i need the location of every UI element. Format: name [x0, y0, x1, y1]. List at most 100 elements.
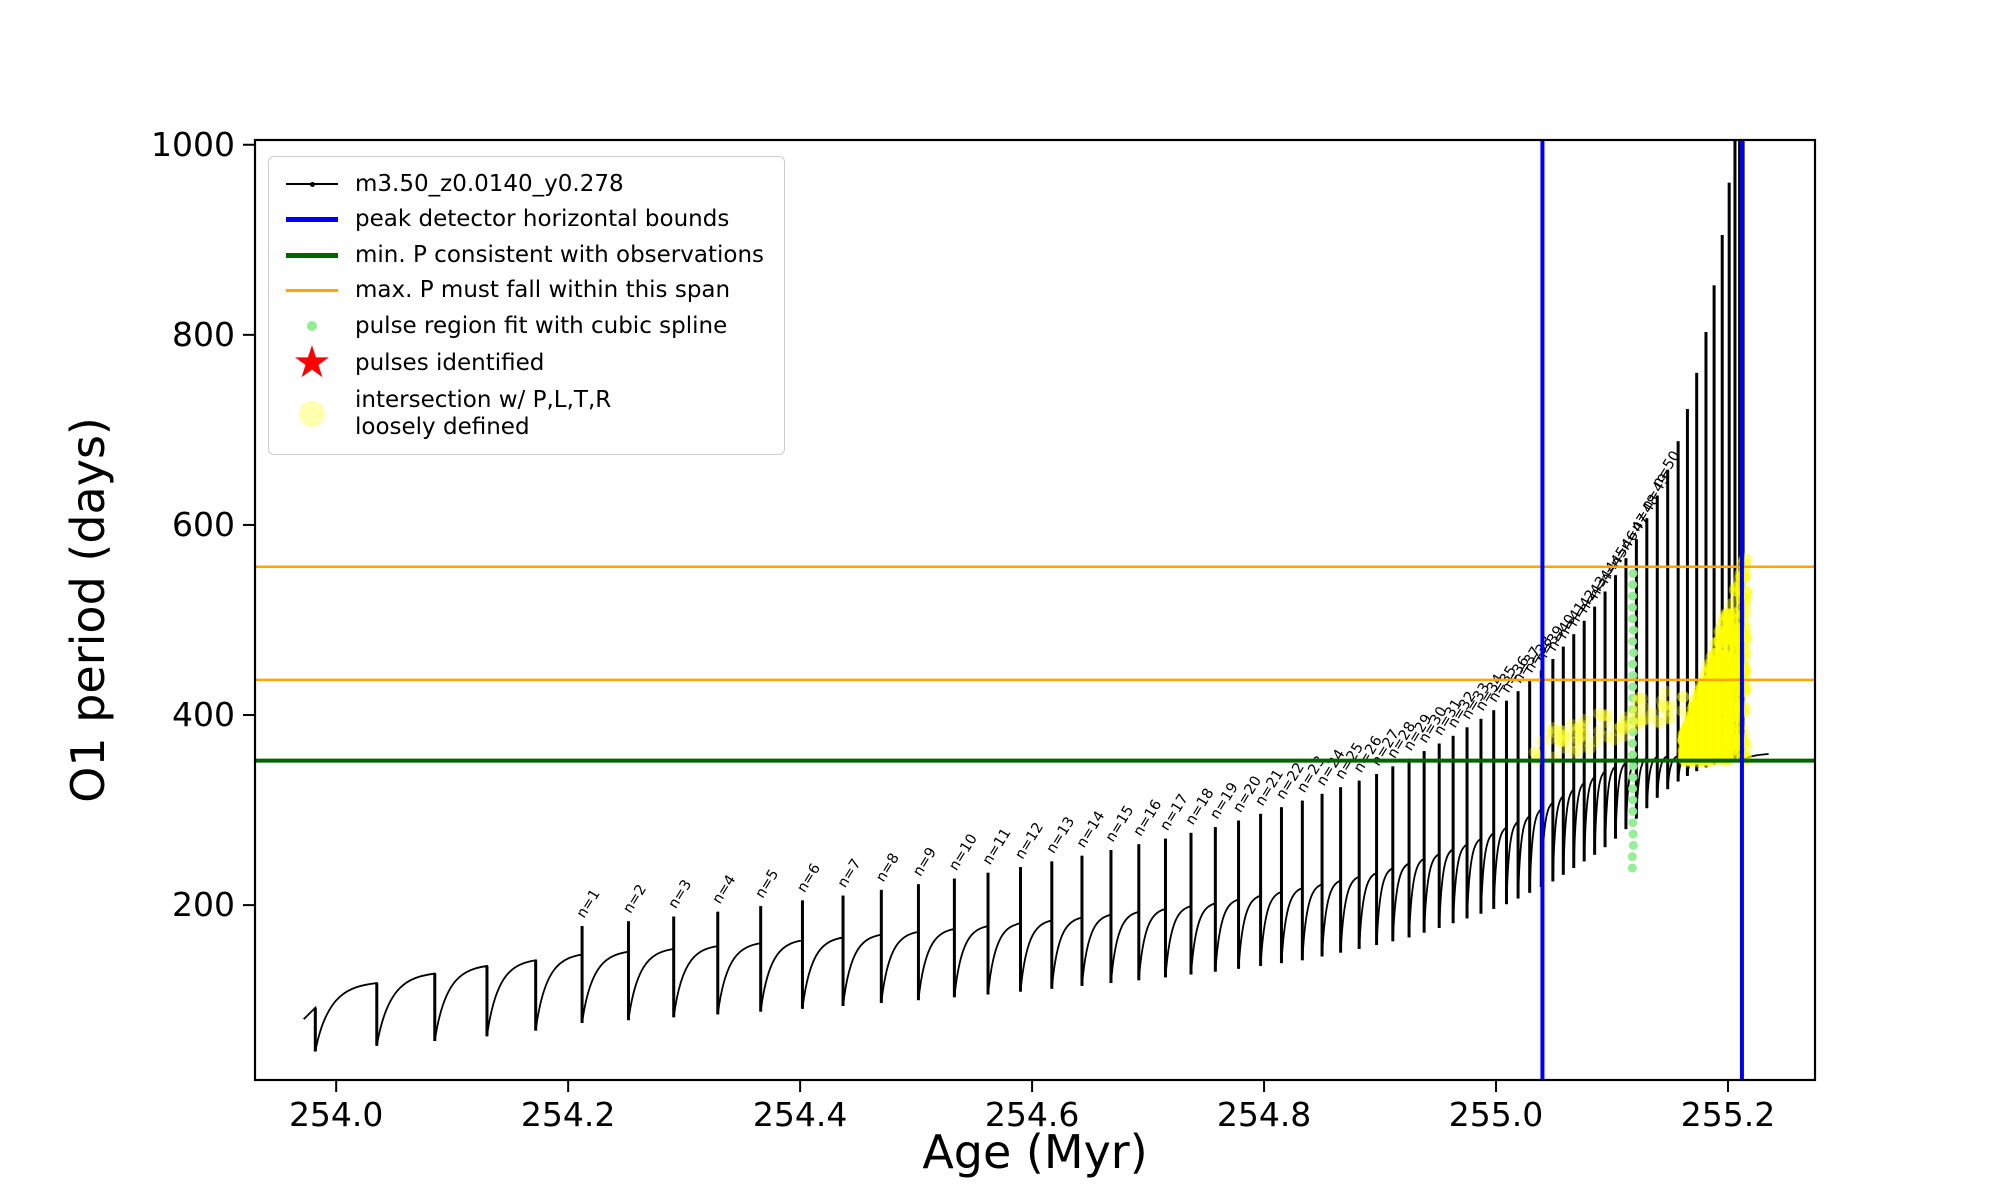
yellow-intersection-dot	[1691, 702, 1706, 717]
yellow-intersection-dot	[1708, 737, 1723, 752]
pulse-label: n=8	[873, 851, 903, 885]
yellow-intersection-dot	[1632, 694, 1645, 707]
yellow-intersection-dot	[1722, 740, 1737, 755]
yellow-intersection-dot	[1711, 634, 1726, 649]
green-spline-dot	[1628, 625, 1638, 635]
yellow-intersection-dot	[1708, 728, 1723, 743]
yellow-intersection-dot	[1689, 699, 1704, 714]
yellow-intersection-dot	[1719, 608, 1734, 623]
pulse-label: n=1	[574, 887, 604, 921]
yellow-intersection-dot	[1714, 745, 1729, 760]
yellow-intersection-dot	[1689, 701, 1704, 716]
yellow-intersection-dot	[1720, 654, 1735, 669]
yellow-intersection-dot	[1682, 733, 1697, 748]
yellow-intersection-dot	[1711, 659, 1726, 674]
yellow-intersection-dot	[1678, 745, 1693, 760]
yellow-intersection-dot	[1687, 737, 1702, 752]
yellow-intersection-dot	[1694, 731, 1709, 746]
yellow-intersection-dot	[1691, 730, 1706, 745]
yellow-intersection-dot	[1719, 715, 1734, 730]
yellow-intersection-dot	[1573, 721, 1586, 734]
yellow-intersection-dot	[1714, 625, 1729, 640]
yellow-intersection-dot	[1696, 705, 1711, 720]
yellow-intersection-dot	[1697, 681, 1712, 696]
yellow-intersection-dot	[1717, 696, 1732, 711]
yellow-intersection-dot	[1718, 681, 1733, 696]
yellow-intersection-dot	[1646, 707, 1659, 720]
yellow-intersection-dot	[1679, 731, 1694, 746]
yellow-intersection-dot	[1693, 702, 1708, 717]
thick-line-marker-icon	[283, 217, 341, 223]
yellow-intersection-dot	[1725, 700, 1740, 715]
yellow-intersection-dot	[1569, 726, 1582, 739]
yellow-intersection-dot	[1724, 747, 1739, 762]
yellow-intersection-dot	[1692, 696, 1707, 711]
yellow-intersection-dot	[1714, 722, 1729, 737]
yellow-intersection-dot	[1690, 727, 1705, 742]
green-spline-dot	[1628, 738, 1638, 748]
yellow-intersection-dot	[1720, 623, 1735, 638]
yellow-intersection-dot	[1680, 735, 1695, 750]
yellow-intersection-dot	[1716, 746, 1731, 761]
yellow-intersection-dot	[1724, 619, 1739, 634]
yellow-intersection-dot	[1720, 634, 1735, 649]
yellow-intersection-dot	[1678, 732, 1693, 747]
yellow-intersection-dot	[1694, 734, 1709, 749]
yellow-intersection-dot	[1727, 607, 1742, 622]
yellow-intersection-dot	[1690, 729, 1705, 744]
legend: m3.50_z0.0140_y0.278 peak detector horizo…	[268, 156, 786, 456]
yellow-intersection-dot	[1709, 715, 1724, 730]
yellow-intersection-dot	[1696, 698, 1711, 713]
yellow-intersection-dot	[1701, 684, 1716, 699]
yellow-intersection-dot	[1712, 742, 1727, 757]
yellow-intersection-dot	[1724, 683, 1739, 698]
yellow-intersection-dot	[1712, 723, 1727, 738]
yellow-intersection-dot	[1714, 686, 1729, 701]
legend-entry-label: pulse region fit with cubic spline	[355, 312, 728, 339]
yellow-intersection-dot	[1702, 711, 1717, 726]
yellow-intersection-dot	[1726, 656, 1741, 671]
yellow-intersection-dot	[1702, 742, 1717, 757]
yellow-intersection-dot	[1683, 727, 1698, 742]
yellow-intersection-dot	[1685, 741, 1700, 756]
yellow-intersection-dot	[1709, 747, 1724, 762]
yellow-intersection-dot	[1717, 666, 1732, 681]
yellow-intersection-dot	[1677, 733, 1692, 748]
yellow-intersection-dot	[1677, 742, 1692, 757]
yellow-intersection-dot	[1701, 720, 1716, 735]
yellow-intersection-dot	[1691, 743, 1706, 758]
yellow-intersection-dot	[1718, 702, 1733, 717]
yellow-intersection-dot	[1631, 705, 1644, 718]
yellow-intersection-dot	[1721, 613, 1736, 628]
yellow-intersection-dot	[1686, 746, 1701, 761]
yellow-intersection-dot	[1680, 726, 1695, 741]
yellow-intersection-dot	[1553, 734, 1566, 747]
green-spline-dot	[1628, 568, 1638, 578]
yellow-intersection-dot	[1703, 662, 1718, 677]
yellow-intersection-dot	[1694, 686, 1709, 701]
yellow-intersection-dot	[1592, 707, 1605, 720]
yellow-intersection-dot	[1617, 722, 1630, 735]
yellow-intersection-dot	[1634, 715, 1647, 728]
yellow-intersection-dot	[1704, 686, 1719, 701]
yellow-intersection-dot	[1678, 729, 1693, 744]
yellow-intersection-dot	[1729, 637, 1744, 652]
yellow-intersection-dot	[1653, 716, 1666, 729]
yellow-intersection-dot	[1715, 707, 1730, 722]
yellow-intersection-dot	[1708, 711, 1723, 726]
legend-entry: intersection w/ P,L,T,R loosely defined	[283, 387, 764, 440]
legend-entry-label: min. P consistent with observations	[355, 241, 765, 268]
yellow-intersection-dot	[1683, 719, 1698, 734]
yellow-intersection-dot	[1559, 730, 1572, 743]
yellow-intersection-dot	[1704, 706, 1719, 721]
yellow-intersection-dot	[1719, 653, 1734, 668]
pulse-label: n=2	[620, 882, 650, 916]
legend-entry: m3.50_z0.0140_y0.278	[283, 171, 764, 197]
yellow-intersection-dot	[1718, 690, 1733, 705]
yellow-intersection-dot	[1715, 739, 1730, 754]
yellow-intersection-dot	[1703, 698, 1718, 713]
yellow-intersection-dot	[1676, 690, 1689, 703]
yellow-intersection-dot	[1697, 679, 1712, 694]
yellow-intersection-dot	[1729, 645, 1744, 660]
